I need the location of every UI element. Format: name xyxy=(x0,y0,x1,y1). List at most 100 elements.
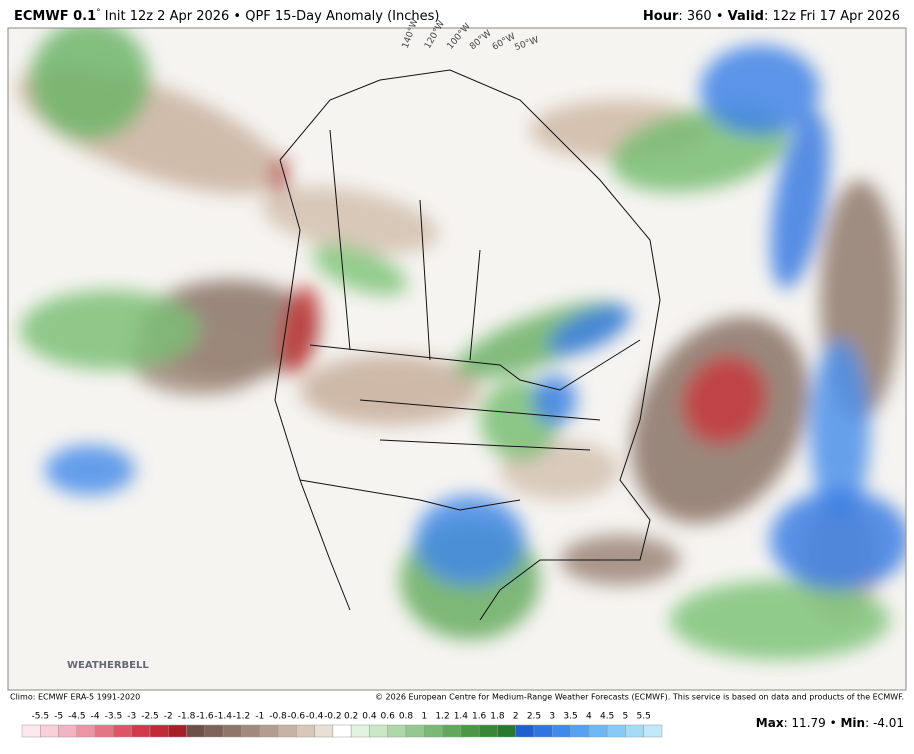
colorbar-swatch xyxy=(332,724,352,738)
colorbar-swatch xyxy=(369,724,388,738)
colorbar-swatch xyxy=(40,724,59,738)
colorbar-label: -1.2 xyxy=(233,712,251,722)
colorbar-swatch xyxy=(259,724,279,738)
border-line xyxy=(299,479,521,511)
colorbar-swatch xyxy=(570,724,590,738)
hour-label: Hour xyxy=(643,9,679,24)
colorbar-swatch xyxy=(314,724,334,738)
degree: ° xyxy=(96,8,101,18)
anomaly-blob xyxy=(272,155,288,195)
min-text: : -4.01 xyxy=(865,716,904,730)
colorbar-swatch xyxy=(94,724,114,738)
colorbar-label: -1.4 xyxy=(214,712,232,722)
colorbar-swatch xyxy=(478,724,498,738)
colorbar-label: -1.6 xyxy=(196,712,214,722)
anomaly-blob xyxy=(683,356,767,444)
colorbar-label: 2.5 xyxy=(527,712,541,722)
colorbar-label: -0.6 xyxy=(288,712,306,722)
border-line xyxy=(279,69,661,621)
colorbar-label: -5.5 xyxy=(32,712,50,722)
colorbar-label: 0.6 xyxy=(381,712,396,722)
logo: WEATHERBELL xyxy=(67,660,149,671)
anomaly-blob xyxy=(261,186,439,254)
anomaly-field xyxy=(17,28,906,660)
valid-label: Valid xyxy=(728,9,764,24)
max-label: Max xyxy=(756,716,784,730)
colorbar-swatch xyxy=(552,724,571,738)
colorbar-label: -0.4 xyxy=(306,712,324,722)
colorbar-swatch xyxy=(643,724,663,738)
hour-text: : 360 • xyxy=(678,9,727,24)
border-line xyxy=(329,129,601,451)
colorbar-swatch xyxy=(222,724,242,738)
colorbar-label: -1 xyxy=(255,712,264,722)
anomaly-blob xyxy=(45,445,135,495)
colorbar-label: 1.2 xyxy=(435,712,449,722)
colorbar-label: 3 xyxy=(549,712,555,722)
colorbar-label: 5 xyxy=(623,712,629,722)
colorbar-label: 1.8 xyxy=(490,712,505,722)
map-frame xyxy=(7,27,907,691)
colorbar-label: -2.5 xyxy=(141,712,159,722)
colorbar-swatch xyxy=(21,724,41,738)
description: Init 12z 2 Apr 2026 • QPF 15-Day Anomaly… xyxy=(101,9,440,24)
colorbar-label: 3.5 xyxy=(563,712,577,722)
anomaly-blob xyxy=(20,290,200,370)
anomaly-blob xyxy=(280,285,320,375)
copyright: © 2026 European Centre for Medium-Range … xyxy=(375,693,904,702)
model: ECMWF 0.1 xyxy=(14,9,96,24)
colorbar-swatch xyxy=(405,724,425,738)
colorbar-swatch xyxy=(497,724,516,738)
colorbar-label: -3 xyxy=(127,712,136,722)
anomaly-blob xyxy=(770,111,830,289)
colorbar-label: -4.5 xyxy=(68,712,86,722)
colorbar-label: 4 xyxy=(586,712,592,722)
colorbar-swatch xyxy=(186,724,206,738)
colorbar-label: -5 xyxy=(54,712,63,722)
max-text: : 11.79 • xyxy=(784,716,841,730)
borders xyxy=(274,69,661,621)
colorbar-swatch xyxy=(113,724,132,738)
colorbar-swatch xyxy=(606,724,626,738)
colorbar-swatch xyxy=(204,724,224,738)
anomaly-blob xyxy=(312,244,408,296)
colorbar-label: 0.2 xyxy=(344,712,358,722)
colorbar-swatch xyxy=(350,724,370,738)
climo: Climo: ECMWF ERA-5 1991-2020 xyxy=(10,693,140,702)
map xyxy=(8,28,906,690)
colorbar-label: -0.8 xyxy=(269,712,287,722)
colorbar-swatch xyxy=(625,724,644,738)
max-min: Max: 11.79 • Min: -4.01 xyxy=(756,716,904,730)
anomaly-blob xyxy=(700,45,820,135)
colorbar-label: -3.5 xyxy=(105,712,123,722)
colorbar-swatch xyxy=(533,724,553,738)
colorbar-swatch xyxy=(424,724,443,738)
colorbar-swatch xyxy=(76,724,96,738)
colorbar-swatch xyxy=(460,724,480,738)
colorbar-swatch xyxy=(168,724,187,738)
colorbar-label: 1.4 xyxy=(454,712,469,722)
colorbar-label: -1.8 xyxy=(178,712,196,722)
colorbar-swatch xyxy=(131,724,151,738)
header-right: Hour: 360 • Valid: 12z Fri 17 Apr 2026 xyxy=(643,9,900,24)
colorbar: -5.5 -5 -4.5 -4 -3.5 -3 -2.5 -2 -1.8 -1.6 -1.4 -1.2… xyxy=(21,712,663,738)
min-label: Min xyxy=(840,716,865,730)
colorbar-label: 5.5 xyxy=(637,712,651,722)
colorbar-label: 0.8 xyxy=(399,712,414,722)
colorbar-swatch xyxy=(387,724,407,738)
anomaly-blob xyxy=(533,375,577,425)
colorbar-label: -2 xyxy=(164,712,173,722)
anomaly-blob xyxy=(670,580,890,660)
colorbar-swatch xyxy=(296,724,315,738)
colorbar-label: 2 xyxy=(513,712,519,722)
colorbar-swatch xyxy=(588,724,608,738)
anomaly-blob xyxy=(30,28,150,140)
border-line xyxy=(274,159,351,611)
anomaly-blob xyxy=(770,490,906,590)
colorbar-label: 1 xyxy=(421,712,427,722)
colorbar-swatch xyxy=(149,724,169,738)
colorbar-swatch xyxy=(515,724,535,738)
colorbar-swatch xyxy=(277,724,297,738)
valid-text: : 12z Fri 17 Apr 2026 xyxy=(764,9,900,24)
